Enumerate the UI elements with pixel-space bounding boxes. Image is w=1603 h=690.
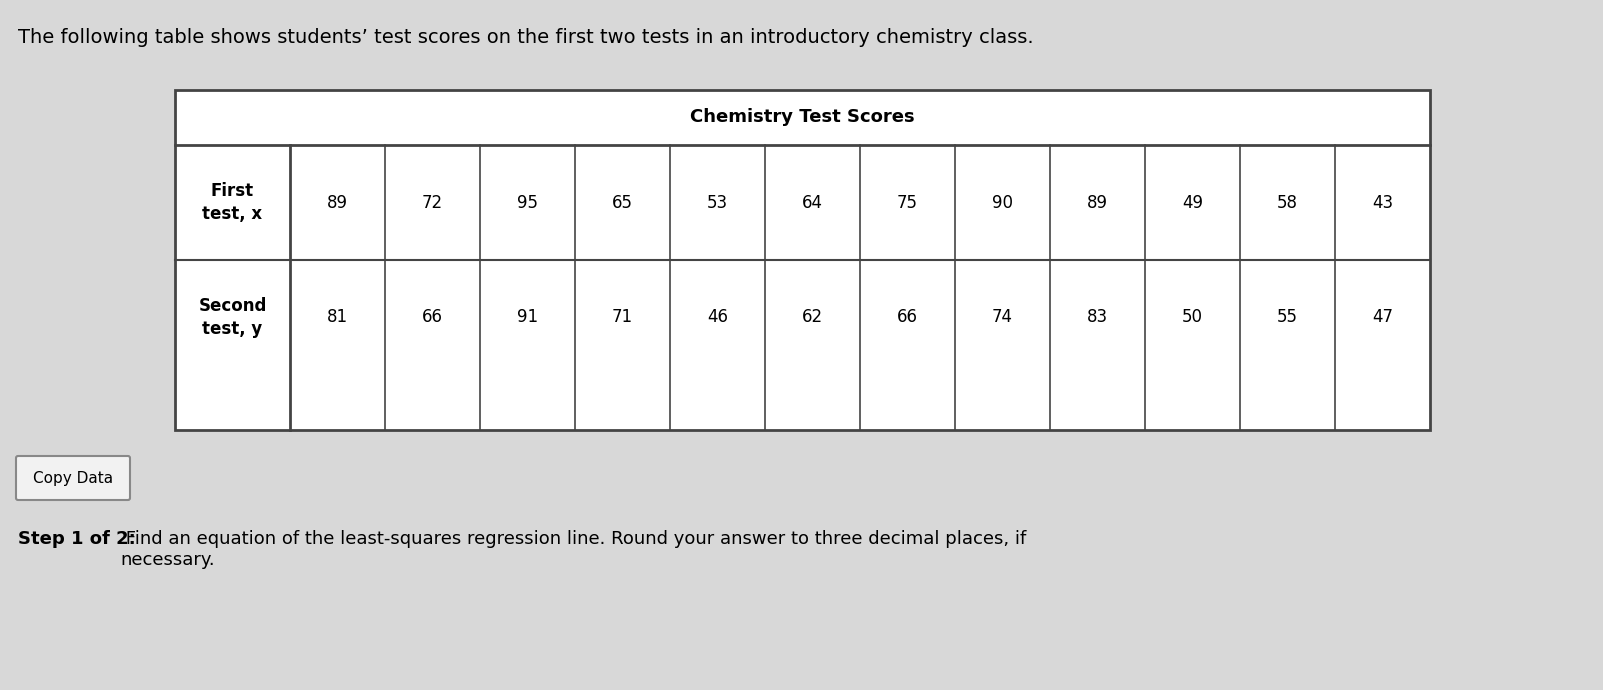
Text: 53: 53 bbox=[707, 193, 728, 212]
Text: 49: 49 bbox=[1181, 193, 1202, 212]
Text: 65: 65 bbox=[612, 193, 633, 212]
Text: Second
test, y: Second test, y bbox=[199, 297, 266, 338]
Text: 46: 46 bbox=[707, 308, 728, 326]
Text: 58: 58 bbox=[1278, 193, 1298, 212]
Text: Copy Data: Copy Data bbox=[34, 471, 114, 486]
Text: Find an equation of the least-squares regression line. Round your answer to thre: Find an equation of the least-squares re… bbox=[120, 530, 1026, 569]
Text: 91: 91 bbox=[516, 308, 539, 326]
Text: 47: 47 bbox=[1372, 308, 1393, 326]
Text: 43: 43 bbox=[1372, 193, 1393, 212]
Text: 72: 72 bbox=[422, 193, 442, 212]
Text: 89: 89 bbox=[327, 193, 348, 212]
Text: 71: 71 bbox=[612, 308, 633, 326]
Text: 90: 90 bbox=[992, 193, 1013, 212]
Text: 55: 55 bbox=[1278, 308, 1298, 326]
Text: 75: 75 bbox=[898, 193, 919, 212]
Text: Step 1 of 2:: Step 1 of 2: bbox=[18, 530, 136, 548]
Text: 64: 64 bbox=[802, 193, 822, 212]
Bar bbox=[175, 90, 1430, 430]
Text: First
test, x: First test, x bbox=[202, 181, 263, 224]
Text: 62: 62 bbox=[802, 308, 822, 326]
FancyBboxPatch shape bbox=[16, 456, 130, 500]
Text: Chemistry Test Scores: Chemistry Test Scores bbox=[691, 108, 915, 126]
Text: 95: 95 bbox=[518, 193, 539, 212]
Text: 89: 89 bbox=[1087, 193, 1108, 212]
Text: 74: 74 bbox=[992, 308, 1013, 326]
Text: 81: 81 bbox=[327, 308, 348, 326]
Text: 66: 66 bbox=[422, 308, 442, 326]
Text: 50: 50 bbox=[1181, 308, 1202, 326]
Text: 83: 83 bbox=[1087, 308, 1108, 326]
Text: 66: 66 bbox=[898, 308, 919, 326]
Text: The following table shows students’ test scores on the first two tests in an int: The following table shows students’ test… bbox=[18, 28, 1034, 47]
